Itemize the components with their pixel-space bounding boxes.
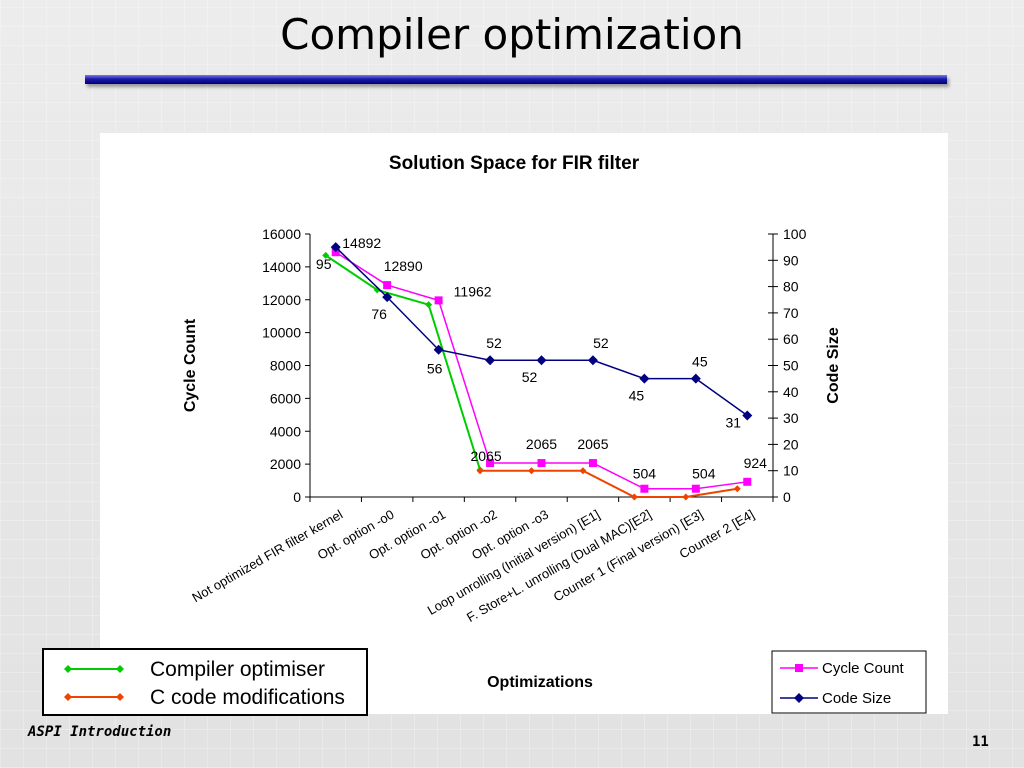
y2-tick-label: 90 — [783, 252, 799, 268]
overlay-series-point — [630, 493, 638, 501]
overlay-series-point — [682, 493, 690, 501]
y-tick-label: 12000 — [262, 292, 301, 308]
data-label: 31 — [725, 414, 741, 430]
y2-tick-label: 80 — [783, 279, 799, 295]
data-label: 56 — [427, 361, 443, 377]
data-label: 504 — [633, 466, 657, 482]
overlay-series-point — [579, 467, 587, 475]
legend-label: Code Size — [822, 690, 891, 707]
page-number: 11 — [972, 734, 989, 750]
chart-title: Solution Space for FIR filter — [389, 153, 640, 174]
overlay-series-point — [528, 467, 535, 475]
series-point — [485, 355, 496, 366]
overlay-series-line — [480, 469, 738, 498]
y2-tick-label: 50 — [783, 358, 799, 374]
series-point — [331, 248, 340, 257]
series-point — [691, 484, 700, 493]
series-point — [588, 459, 597, 468]
data-label: 52 — [522, 369, 538, 385]
overlay-series-point — [425, 301, 433, 309]
footer-course-label: ASPI Introduction — [28, 724, 172, 740]
overlay-legend: Compiler optimiser C code modifications — [42, 648, 368, 716]
series-point — [330, 242, 341, 253]
y2-tick-label: 70 — [783, 305, 799, 321]
data-label: 2065 — [526, 436, 557, 452]
series-point — [382, 292, 393, 303]
y2-tick-label: 20 — [783, 436, 799, 452]
y2-tick-label: 30 — [783, 410, 799, 426]
overlay-legend-label: C code modifications — [150, 686, 345, 709]
data-label: 12890 — [384, 258, 423, 274]
y-tick-label: 14000 — [262, 259, 301, 275]
data-label: 52 — [593, 335, 609, 351]
y-tick-label: 8000 — [270, 358, 301, 374]
series-point — [743, 477, 752, 486]
data-label: 45 — [692, 354, 708, 370]
chart-legend-box — [771, 650, 927, 714]
y2-tick-label: 100 — [783, 226, 807, 242]
overlay-series-line — [325, 254, 482, 471]
series-point — [537, 459, 546, 468]
title-rule — [85, 75, 947, 84]
overlay-series-point — [476, 467, 484, 475]
data-label: 45 — [629, 388, 645, 404]
data-label: 14892 — [342, 235, 381, 251]
data-label: 11962 — [454, 283, 492, 299]
y2-tick-label: 60 — [783, 331, 799, 347]
overlay-legend-item-compiler: Compiler optimiser — [62, 656, 362, 684]
series-point — [434, 296, 443, 305]
y-tick-label: 6000 — [270, 390, 301, 406]
series-point — [640, 484, 649, 493]
overlay-legend-label: Compiler optimiser — [150, 658, 326, 681]
overlay-legend-item-ccode: C code modifications — [62, 684, 362, 712]
y-tick-label: 4000 — [270, 423, 301, 439]
series-point — [486, 459, 495, 468]
overlay-series-point — [733, 485, 741, 493]
y-tick-label: 16000 — [262, 226, 301, 242]
y-axis-label: Cycle Count — [182, 318, 199, 412]
green-line-marker-icon — [64, 665, 124, 673]
legend-diamond-marker-icon — [794, 693, 804, 703]
y2-tick-label: 40 — [783, 384, 799, 400]
data-label: 2065 — [577, 436, 608, 452]
series-point — [639, 373, 650, 384]
data-label: 504 — [692, 466, 716, 482]
data-label: 95 — [316, 256, 332, 272]
y-tick-label: 2000 — [270, 456, 301, 472]
series-point — [536, 355, 547, 366]
series-point — [383, 281, 392, 290]
data-label: 76 — [371, 306, 387, 322]
y2-tick-label: 0 — [783, 489, 791, 505]
series-point — [433, 344, 444, 355]
fir-solution-chart: Solution Space for FIR filter Optimizatio… — [182, 153, 927, 714]
series-point — [690, 373, 701, 384]
orange-line-marker-icon — [64, 693, 124, 701]
data-label: 52 — [486, 335, 502, 351]
series-point — [587, 355, 598, 366]
data-label: 924 — [744, 455, 768, 471]
series-point — [742, 410, 753, 421]
data-label: 2065 — [470, 448, 501, 464]
chart-panel: Solution Space for FIR filter Optimizatio… — [100, 133, 948, 714]
y-tick-label: 0 — [293, 489, 301, 505]
series-line — [335, 251, 748, 490]
legend-square-marker-icon — [795, 664, 803, 672]
y-tick-label: 10000 — [262, 325, 301, 341]
legend-label: Cycle Count — [822, 660, 905, 677]
slide-title: Compiler optimization — [280, 10, 744, 59]
overlay-series-point — [322, 251, 330, 259]
x-axis-label: Optimizations — [487, 674, 593, 691]
y2-axis-label: Code Size — [825, 327, 842, 404]
y2-tick-label: 10 — [783, 463, 799, 479]
